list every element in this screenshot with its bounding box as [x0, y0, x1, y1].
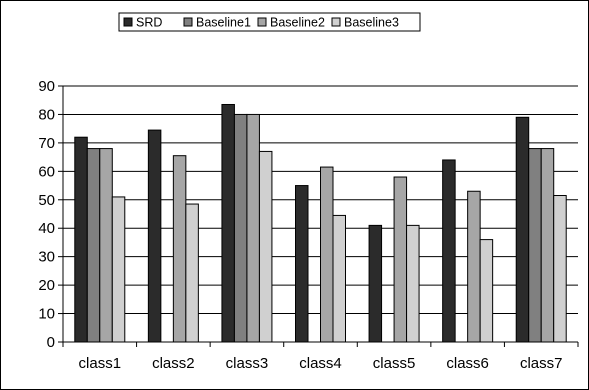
y-tick-label: 80 — [38, 106, 55, 123]
bar-baseline2-class5 — [393, 176, 408, 343]
legend-swatch-baseline3 — [331, 17, 341, 27]
x-tick-label: class6 — [446, 355, 489, 372]
x-tick-label: class1 — [79, 355, 122, 372]
bar-srd-class6 — [442, 159, 456, 343]
bar-baseline2-class7 — [540, 148, 555, 343]
legend-label-srd: SRD — [136, 16, 162, 30]
bar-baseline3-class3 — [258, 150, 273, 343]
y-tick-label: 50 — [38, 192, 55, 209]
bar-baseline2-class2 — [172, 155, 187, 343]
bar-baseline3-class7 — [553, 195, 567, 343]
bar-baseline2-class6 — [467, 190, 481, 343]
legend: SRD Baseline1 Baseline2 Baseline3 — [118, 12, 421, 32]
x-axis-ticks: class1 class2 class3 class4 class5 class6 clas… — [62, 342, 579, 372]
y-axis-ticks: 0 10 20 30 40 50 60 70 80 90 — [38, 78, 63, 351]
bar-baseline1-class3 — [233, 113, 248, 343]
bar-baseline3-class1 — [111, 196, 126, 343]
bar-srd-class7 — [515, 116, 530, 343]
bar-baseline2-class4 — [320, 166, 334, 343]
legend-swatch-baseline2 — [257, 17, 267, 27]
y-tick-label: 30 — [38, 249, 55, 266]
bar-srd-class1 — [74, 136, 88, 343]
y-tick-label: 20 — [38, 277, 55, 294]
bars — [74, 103, 567, 343]
bar-srd-class2 — [147, 129, 162, 343]
x-tick-label: class3 — [226, 355, 269, 372]
y-tick-label: 90 — [38, 78, 55, 95]
bar-baseline3-class5 — [406, 224, 420, 343]
legend-label-baseline1: Baseline1 — [196, 16, 251, 30]
bar-srd-class4 — [295, 185, 309, 343]
y-tick-label: 10 — [38, 306, 55, 323]
legend-swatch-srd — [123, 17, 133, 27]
legend-label-baseline3: Baseline3 — [344, 16, 399, 30]
y-tick-label: 60 — [38, 163, 55, 180]
bar-srd-class5 — [368, 224, 383, 343]
x-tick-label: class5 — [373, 355, 416, 372]
bar-baseline1-class7 — [528, 148, 542, 343]
bar-baseline3-class2 — [185, 203, 199, 343]
x-tick-label: class2 — [152, 355, 195, 372]
bar-baseline2-class1 — [99, 148, 113, 343]
legend-swatch-baseline1 — [183, 17, 193, 27]
y-tick-label: 0 — [47, 334, 55, 351]
bar-baseline3-class6 — [479, 239, 494, 343]
bar-baseline3-class4 — [332, 214, 346, 343]
y-tick-label: 40 — [38, 220, 55, 237]
bar-srd-class3 — [221, 103, 235, 343]
legend-label-baseline2: Baseline2 — [270, 16, 325, 30]
x-tick-label: class7 — [520, 355, 563, 372]
y-tick-label: 70 — [38, 135, 55, 152]
x-tick-label: class4 — [299, 355, 342, 372]
bar-baseline2-class3 — [246, 113, 260, 343]
bar-baseline1-class1 — [86, 148, 101, 343]
legend-box — [118, 12, 421, 32]
